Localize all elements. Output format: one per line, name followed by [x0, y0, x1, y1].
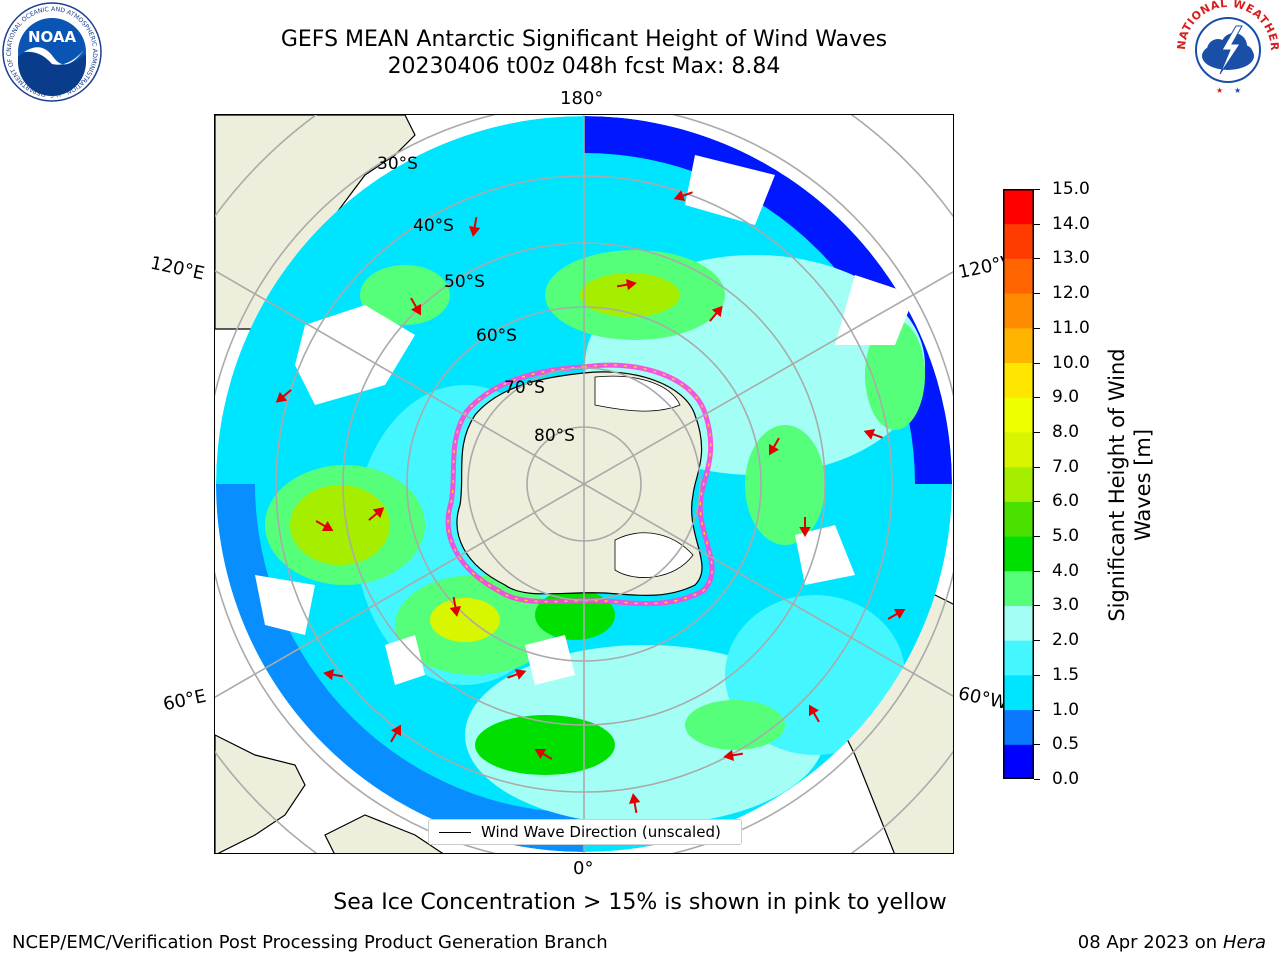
lat-label-70s: 70°S [504, 378, 545, 398]
graticule [215, 115, 953, 853]
colorbar-title-line1: Significant Height of Wind [1105, 348, 1129, 622]
colorbar-segment [1003, 501, 1034, 537]
colorbar-segment [1003, 640, 1034, 676]
noaa-logo: NATIONAL OCEANIC AND ATMOSPHERIC ADMINIS… [0, 0, 102, 102]
colorbar-tick-mark [1034, 605, 1040, 607]
colorbar-tick-mark [1034, 744, 1040, 746]
colorbar-tick-mark [1034, 536, 1040, 538]
colorbar-bar [1003, 189, 1034, 780]
colorbar-segment [1003, 293, 1034, 329]
lat-label-80s: 80°S [534, 426, 575, 446]
colorbar-title-line2: Waves [m] [1131, 428, 1155, 542]
colorbar-tick-label: 14.0 [1052, 213, 1090, 234]
map-title: GEFS MEAN Antarctic Significant Height o… [280, 27, 888, 52]
nws-logo: NATIONAL WEATHER SERVICE ★ ★ [1171, 0, 1280, 100]
legend-label: Wind Wave Direction (unscaled) [481, 823, 721, 841]
lon-label-180: 180° [560, 88, 604, 109]
colorbar-segment [1003, 431, 1034, 468]
lon-label-60w: 60°W [956, 683, 1010, 714]
colorbar-segment [1003, 674, 1034, 711]
colorbar-tick-mark [1034, 466, 1040, 468]
southern-africa-landmass [324, 814, 444, 853]
map-canvas: 30°S 40°S 50°S 60°S 70°S 80°S [215, 115, 953, 853]
lat-label-50s: 50°S [444, 272, 485, 292]
colorbar-segment [1003, 605, 1034, 641]
colorbar-tick-mark [1034, 397, 1040, 399]
colorbar-tick-mark [1034, 779, 1040, 780]
africa-landmass [215, 734, 306, 853]
colorbar-tick-label: 15.0 [1052, 179, 1090, 199]
lon-label-120e: 120°E [148, 252, 207, 285]
colorbar-tick-label: 9.0 [1052, 387, 1080, 408]
colorbar-segment [1003, 397, 1034, 433]
colorbar-tick-mark [1034, 431, 1040, 433]
colorbar-tick-label: 0.0 [1052, 769, 1080, 789]
wind-wave-arrows [275, 190, 906, 814]
lon-label-60e: 60°E [161, 685, 208, 716]
colorbar-tick-label: 10.0 [1052, 352, 1090, 373]
sea-ice-note: Sea Ice Concentration > 15% is shown in … [333, 890, 947, 915]
colorbar-tick-mark [1034, 709, 1040, 711]
colorbar-segment [1003, 258, 1034, 294]
colorbar-tick-mark [1034, 293, 1040, 295]
lat-label-40s: 40°S [413, 216, 454, 236]
colorbar-tick-label: 4.0 [1052, 560, 1080, 581]
footer-machine: Hera [1222, 932, 1266, 953]
colorbar-tick-label: 6.0 [1052, 491, 1080, 512]
colorbar-tick-label: 1.5 [1052, 664, 1080, 685]
footer-branch: NCEP/EMC/Verification Post Processing Pr… [12, 932, 608, 953]
colorbar [1003, 189, 1034, 780]
map-legend: Wind Wave Direction (unscaled) [428, 819, 742, 845]
colorbar-tick-mark [1034, 674, 1040, 676]
antarctica [445, 362, 715, 607]
lat-label-60s: 60°S [476, 326, 517, 346]
colorbar-tick-mark [1034, 640, 1040, 642]
svg-text:NOAA: NOAA [28, 28, 77, 46]
colorbar-tick-mark [1034, 362, 1040, 364]
colorbar-tick-label: 3.0 [1052, 595, 1080, 616]
colorbar-tick-label: 2.0 [1052, 630, 1080, 651]
colorbar-tick-mark [1034, 223, 1040, 225]
colorbar-segment [1003, 327, 1034, 364]
colorbar-tick-mark [1034, 570, 1040, 572]
colorbar-segment [1003, 466, 1034, 502]
colorbar-segment [1003, 189, 1034, 225]
colorbar-segment [1003, 362, 1034, 398]
colorbar-segment [1003, 709, 1034, 745]
colorbar-tick-mark [1034, 501, 1040, 503]
colorbar-segment [1003, 223, 1034, 259]
colorbar-tick-mark [1034, 258, 1040, 260]
lon-label-0: 0° [573, 858, 594, 879]
map-subtitle-run-info: 20230406 t00z 048h fcst Max: 8.84 [387, 54, 781, 79]
colorbar-tick-label: 7.0 [1052, 456, 1080, 477]
colorbar-border [1003, 189, 1034, 779]
colorbar-tick-label: 11.0 [1052, 317, 1090, 338]
svg-text:★: ★ [1234, 86, 1241, 95]
lat-label-30s: 30°S [377, 154, 418, 174]
colorbar-tick-mark [1034, 189, 1040, 190]
colorbar-tick-label: 1.0 [1052, 699, 1080, 720]
legend-line-sample [439, 831, 471, 833]
colorbar-tick-label: 8.0 [1052, 421, 1080, 442]
colorbar-segment [1003, 536, 1034, 572]
colorbar-segment [1003, 744, 1034, 780]
colorbar-tick-label: 13.0 [1052, 248, 1090, 269]
svg-text:★: ★ [1216, 86, 1223, 95]
footer-date: 08 Apr 2023 on Hera [1078, 932, 1266, 953]
colorbar-tick-label: 5.0 [1052, 526, 1080, 547]
colorbar-tick-label: 0.5 [1052, 734, 1080, 755]
colorbar-tick-label: 12.0 [1052, 283, 1090, 304]
footer-date-text: 08 Apr 2023 on [1077, 932, 1218, 953]
colorbar-segment [1003, 570, 1034, 606]
colorbar-tick-mark [1034, 327, 1040, 329]
polar-map: 30°S 40°S 50°S 60°S 70°S 80°S Wind Wave … [214, 114, 954, 854]
